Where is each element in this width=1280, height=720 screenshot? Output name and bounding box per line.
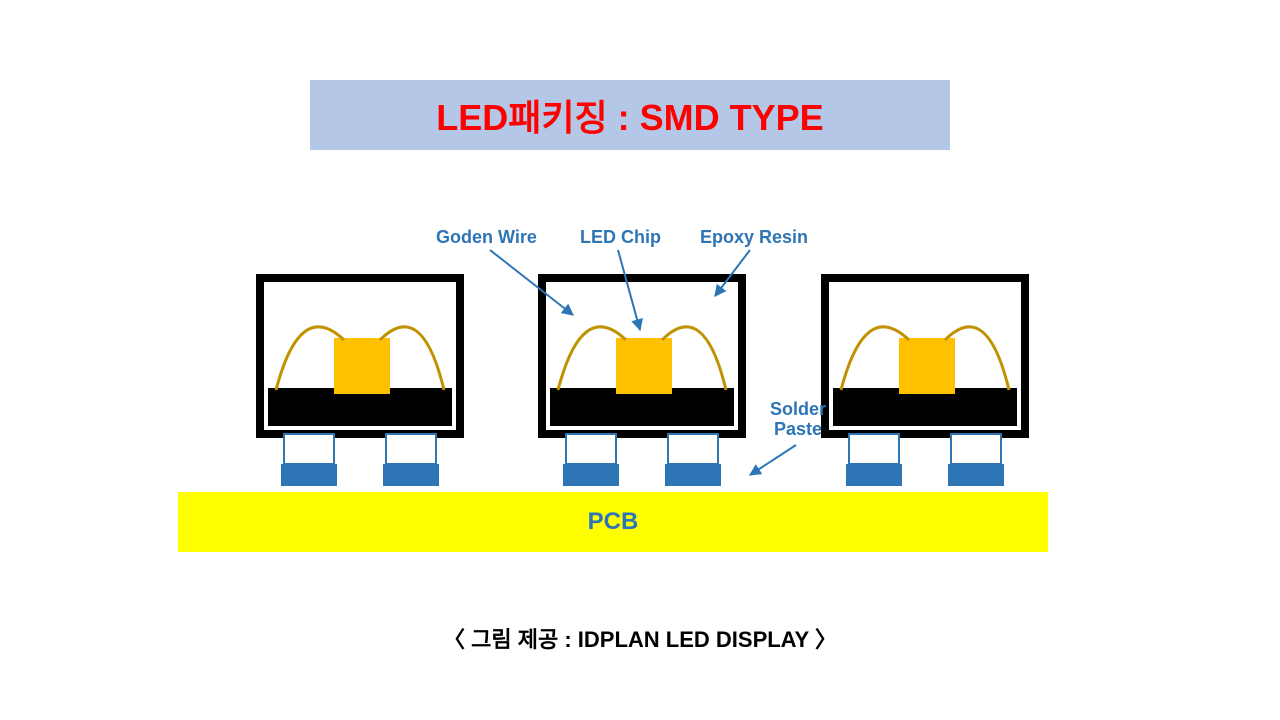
pcb-bar: PCB bbox=[178, 492, 1048, 552]
diagram-svg bbox=[0, 0, 1280, 720]
label-solder-line2: Paste bbox=[770, 420, 826, 440]
caption: 〈 그림 제공 : IDPLAN LED DISPLAY 〉 bbox=[0, 622, 1280, 654]
label-led-chip: LED Chip bbox=[580, 227, 661, 248]
caption-text: 〈 그림 제공 : IDPLAN LED DISPLAY 〉 bbox=[443, 627, 837, 652]
diagram-area: Goden Wire LED Chip Epoxy Resin Solder P… bbox=[0, 0, 1280, 720]
label-golden-wire: Goden Wire bbox=[436, 227, 537, 248]
label-solder-line1: Solder bbox=[770, 400, 826, 420]
pcb-label: PCB bbox=[588, 508, 639, 536]
label-solder-paste: Solder Paste bbox=[770, 400, 826, 440]
label-epoxy-resin: Epoxy Resin bbox=[700, 227, 808, 248]
